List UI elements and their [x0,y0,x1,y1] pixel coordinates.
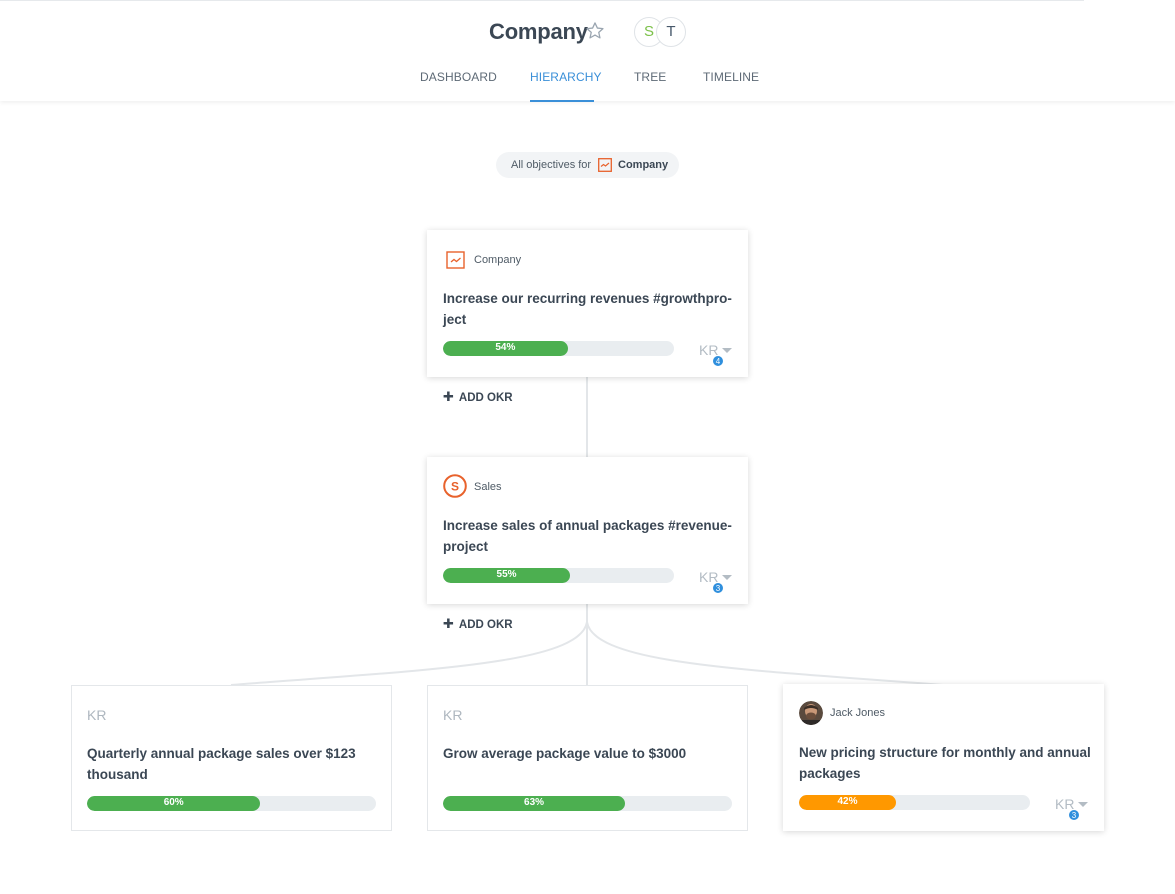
chevron-down-icon [722,348,732,353]
objective-title[interactable]: New pricing structure for monthly and an… [799,742,1099,784]
key-result-card[interactable]: KR Grow average package value to $3000 6… [427,685,748,831]
kr-tag: KR [87,707,107,723]
app-header: Company S T DASHBOARD HIERARCHY TREE TIM… [0,0,1175,102]
company-chart-icon [446,251,465,269]
filter-target: Company [618,159,669,171]
progress-label: 55% [496,569,517,580]
progress-label: 42% [837,796,858,807]
kr-dropdown[interactable]: KR 3 [1055,796,1091,821]
key-result-card[interactable]: KR Quarterly annual package sales over $… [71,685,392,831]
objective-card-company[interactable]: Company Increase our recurring revenues … [427,230,748,377]
kr-count-badge: 3 [712,582,724,594]
objective-title-line: New pricing structure for monthly and an… [799,745,1091,760]
objective-title[interactable]: Increase sales of annual packages #reven… [443,515,738,557]
kr-label: KR [699,342,719,358]
objective-title-line: ject [443,312,467,327]
key-result-title[interactable]: Grow average package value to $3000 [443,743,738,764]
progress-label: 54% [495,342,516,353]
objective-title-line: packages [799,766,861,781]
progress-bar: 42% [799,795,1030,810]
add-okr-button[interactable]: ✚ ADD OKR [443,389,513,405]
kr-count-badge: 4 [712,355,724,367]
add-okr-label: ADD OKR [458,392,513,404]
progress-label: 63% [524,797,545,808]
objective-title-line: project [443,539,489,554]
tab-timeline[interactable]: TIMELINE [703,70,760,84]
progress-fill: 60% [87,796,261,811]
owner-name: Jack Jones [830,707,886,719]
tab-tree[interactable]: TREE [634,70,667,84]
objective-title[interactable]: Increase our recurring revenues #growthp… [443,288,733,330]
progress-bar: 55% [443,568,674,583]
progress-bar: 63% [443,796,732,811]
key-result-title[interactable]: Quarterly annual package sales over $123… [87,743,382,785]
svg-text:S: S [451,480,459,494]
progress-bar: 60% [87,796,376,811]
kr-dropdown[interactable]: KR 3 [699,569,735,594]
progress-fill: 55% [443,568,571,583]
kr-label: KR [1055,796,1075,812]
progress-fill: 42% [799,795,897,810]
user-photo-avatar [799,701,823,725]
chevron-down-icon [722,575,732,580]
sales-s-icon: S [443,474,467,498]
filter-prefix: All objectives for [511,159,592,171]
objective-title-line: Increase sales of annual packages #reven… [443,518,732,533]
progress-label: 60% [163,797,184,808]
progress-bar: 54% [443,341,674,356]
view-tabs: DASHBOARD HIERARCHY TREE TIMELINE [0,70,1175,102]
kr-count-badge: 3 [1068,809,1080,821]
objective-card-sales[interactable]: S Sales Increase sales of annual package… [427,457,748,604]
progress-fill: 54% [443,341,568,356]
tab-hierarchy[interactable]: HIERARCHY [530,70,601,102]
avatar-t[interactable]: T [656,17,686,47]
progress-fill: 63% [443,796,626,811]
owner-name: Company [474,254,522,266]
kr-label: KR [699,569,719,585]
kr-dropdown[interactable]: KR 4 [699,342,735,367]
tab-dashboard[interactable]: DASHBOARD [420,70,497,84]
title-row: Company S T [0,17,1175,47]
owner-name: Sales [474,481,502,493]
plus-icon: ✚ [443,389,454,404]
add-okr-button[interactable]: ✚ ADD OKR [443,616,513,632]
key-result-title-line: thousand [87,767,148,782]
objective-title-line: Increase our recurring revenues #growthp… [443,291,732,306]
page-title: Company [489,19,588,44]
add-okr-label: ADD OKR [458,619,513,631]
objectives-filter-chip[interactable]: All objectives for Company [496,152,679,178]
key-result-title-line: Grow average package value to $3000 [443,746,687,761]
plus-icon: ✚ [443,616,454,631]
company-chart-icon [598,158,612,172]
objective-card-jack-jones[interactable]: Jack Jones New pricing structure for mon… [783,684,1104,831]
star-icon[interactable] [584,20,606,42]
kr-tag: KR [443,707,463,723]
chevron-down-icon [1078,802,1088,807]
key-result-title-line: Quarterly annual package sales over $123 [87,746,356,761]
